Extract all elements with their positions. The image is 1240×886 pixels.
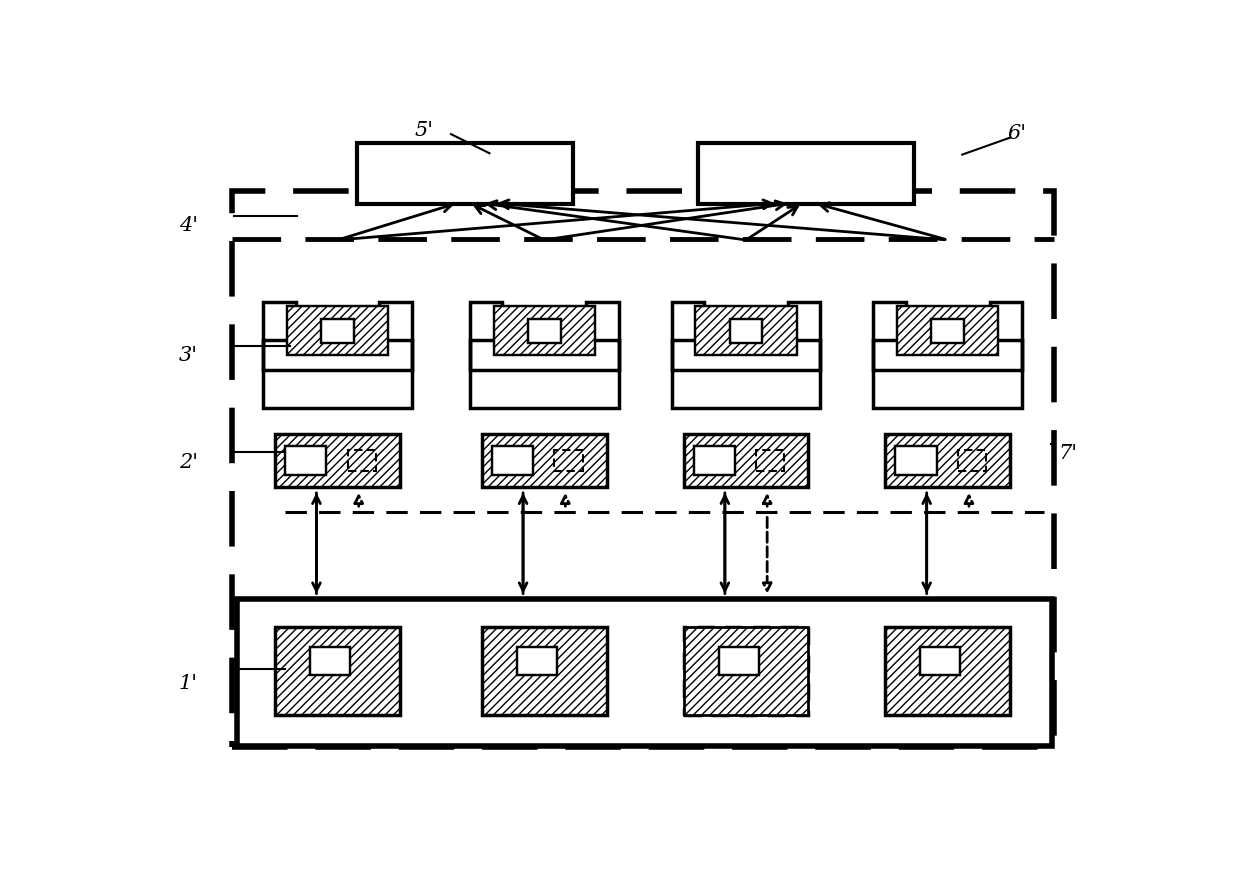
Bar bbox=[920, 648, 960, 676]
Bar bbox=[275, 627, 401, 716]
Bar bbox=[554, 451, 583, 471]
Bar bbox=[683, 627, 808, 716]
Text: 6': 6' bbox=[1007, 124, 1027, 144]
Bar bbox=[683, 627, 808, 716]
Bar bbox=[481, 627, 606, 716]
Polygon shape bbox=[672, 302, 821, 408]
Bar bbox=[957, 451, 986, 471]
Bar bbox=[931, 320, 965, 343]
Bar bbox=[481, 434, 606, 487]
Bar bbox=[756, 451, 785, 471]
Bar bbox=[357, 144, 573, 206]
Bar bbox=[696, 307, 796, 355]
Bar bbox=[285, 447, 326, 476]
Bar bbox=[895, 447, 936, 476]
Bar bbox=[718, 648, 759, 676]
Bar bbox=[237, 600, 1052, 746]
Bar bbox=[683, 434, 808, 487]
Bar bbox=[885, 434, 1011, 487]
Polygon shape bbox=[263, 302, 412, 408]
Bar bbox=[286, 307, 388, 355]
Bar bbox=[492, 447, 533, 476]
Text: 2': 2' bbox=[179, 453, 198, 472]
Bar bbox=[898, 307, 998, 355]
Polygon shape bbox=[470, 302, 619, 408]
Bar bbox=[729, 320, 763, 343]
Text: 4': 4' bbox=[179, 216, 198, 235]
Bar bbox=[494, 307, 595, 355]
Bar bbox=[310, 648, 350, 676]
Text: 1': 1' bbox=[179, 673, 198, 692]
Bar bbox=[528, 320, 560, 343]
Bar bbox=[698, 144, 914, 206]
Text: 7': 7' bbox=[1058, 443, 1078, 462]
Bar bbox=[232, 191, 1054, 748]
Bar bbox=[321, 320, 353, 343]
Bar bbox=[517, 648, 557, 676]
Text: 3': 3' bbox=[179, 346, 198, 365]
Bar bbox=[885, 627, 1011, 716]
Polygon shape bbox=[873, 302, 1022, 408]
Bar bbox=[275, 434, 401, 487]
Bar bbox=[347, 451, 376, 471]
Bar bbox=[693, 447, 735, 476]
Text: 5': 5' bbox=[414, 120, 434, 140]
